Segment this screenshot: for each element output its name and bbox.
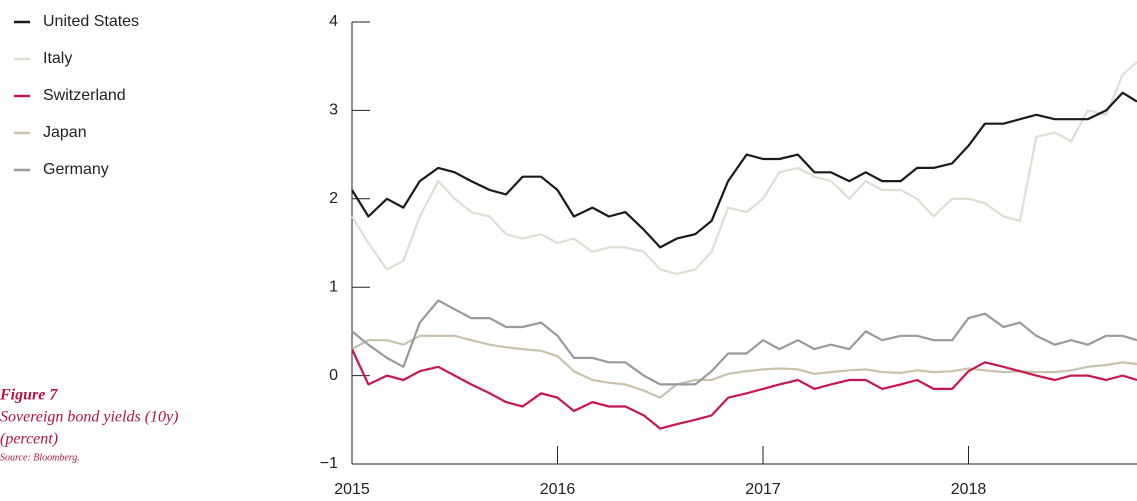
series-line [351,348,1137,430]
y-tick-label: 4 [329,13,338,30]
series-line [351,299,1137,386]
legend-label: Switzerland [43,87,126,104]
legend-label: Italy [43,50,72,67]
legend-label: United States [43,13,139,30]
x-tick-label: 2016 [540,481,576,498]
x-tick-label: 2018 [951,481,987,498]
x-tick-label: 2017 [745,481,781,498]
y-tick-label: −1 [320,455,338,472]
series-line [351,60,1137,275]
legend-label: Japan [43,124,87,141]
y-tick-label: 1 [329,278,338,295]
x-tick-label: 2015 [334,481,370,498]
figure-source: Source: Bloomberg. [0,452,80,463]
figure-caption: Sovereign bond yields (10y) [0,409,178,426]
y-tick-label: 2 [329,190,338,207]
y-tick-label: 3 [329,102,338,119]
figure-unit: (percent) [0,431,58,448]
y-tick-label: 0 [329,367,338,384]
series-line [351,91,1137,249]
legend-label: Germany [43,161,109,178]
figure-number: Figure 7 [0,387,58,404]
series-line [351,334,1137,399]
